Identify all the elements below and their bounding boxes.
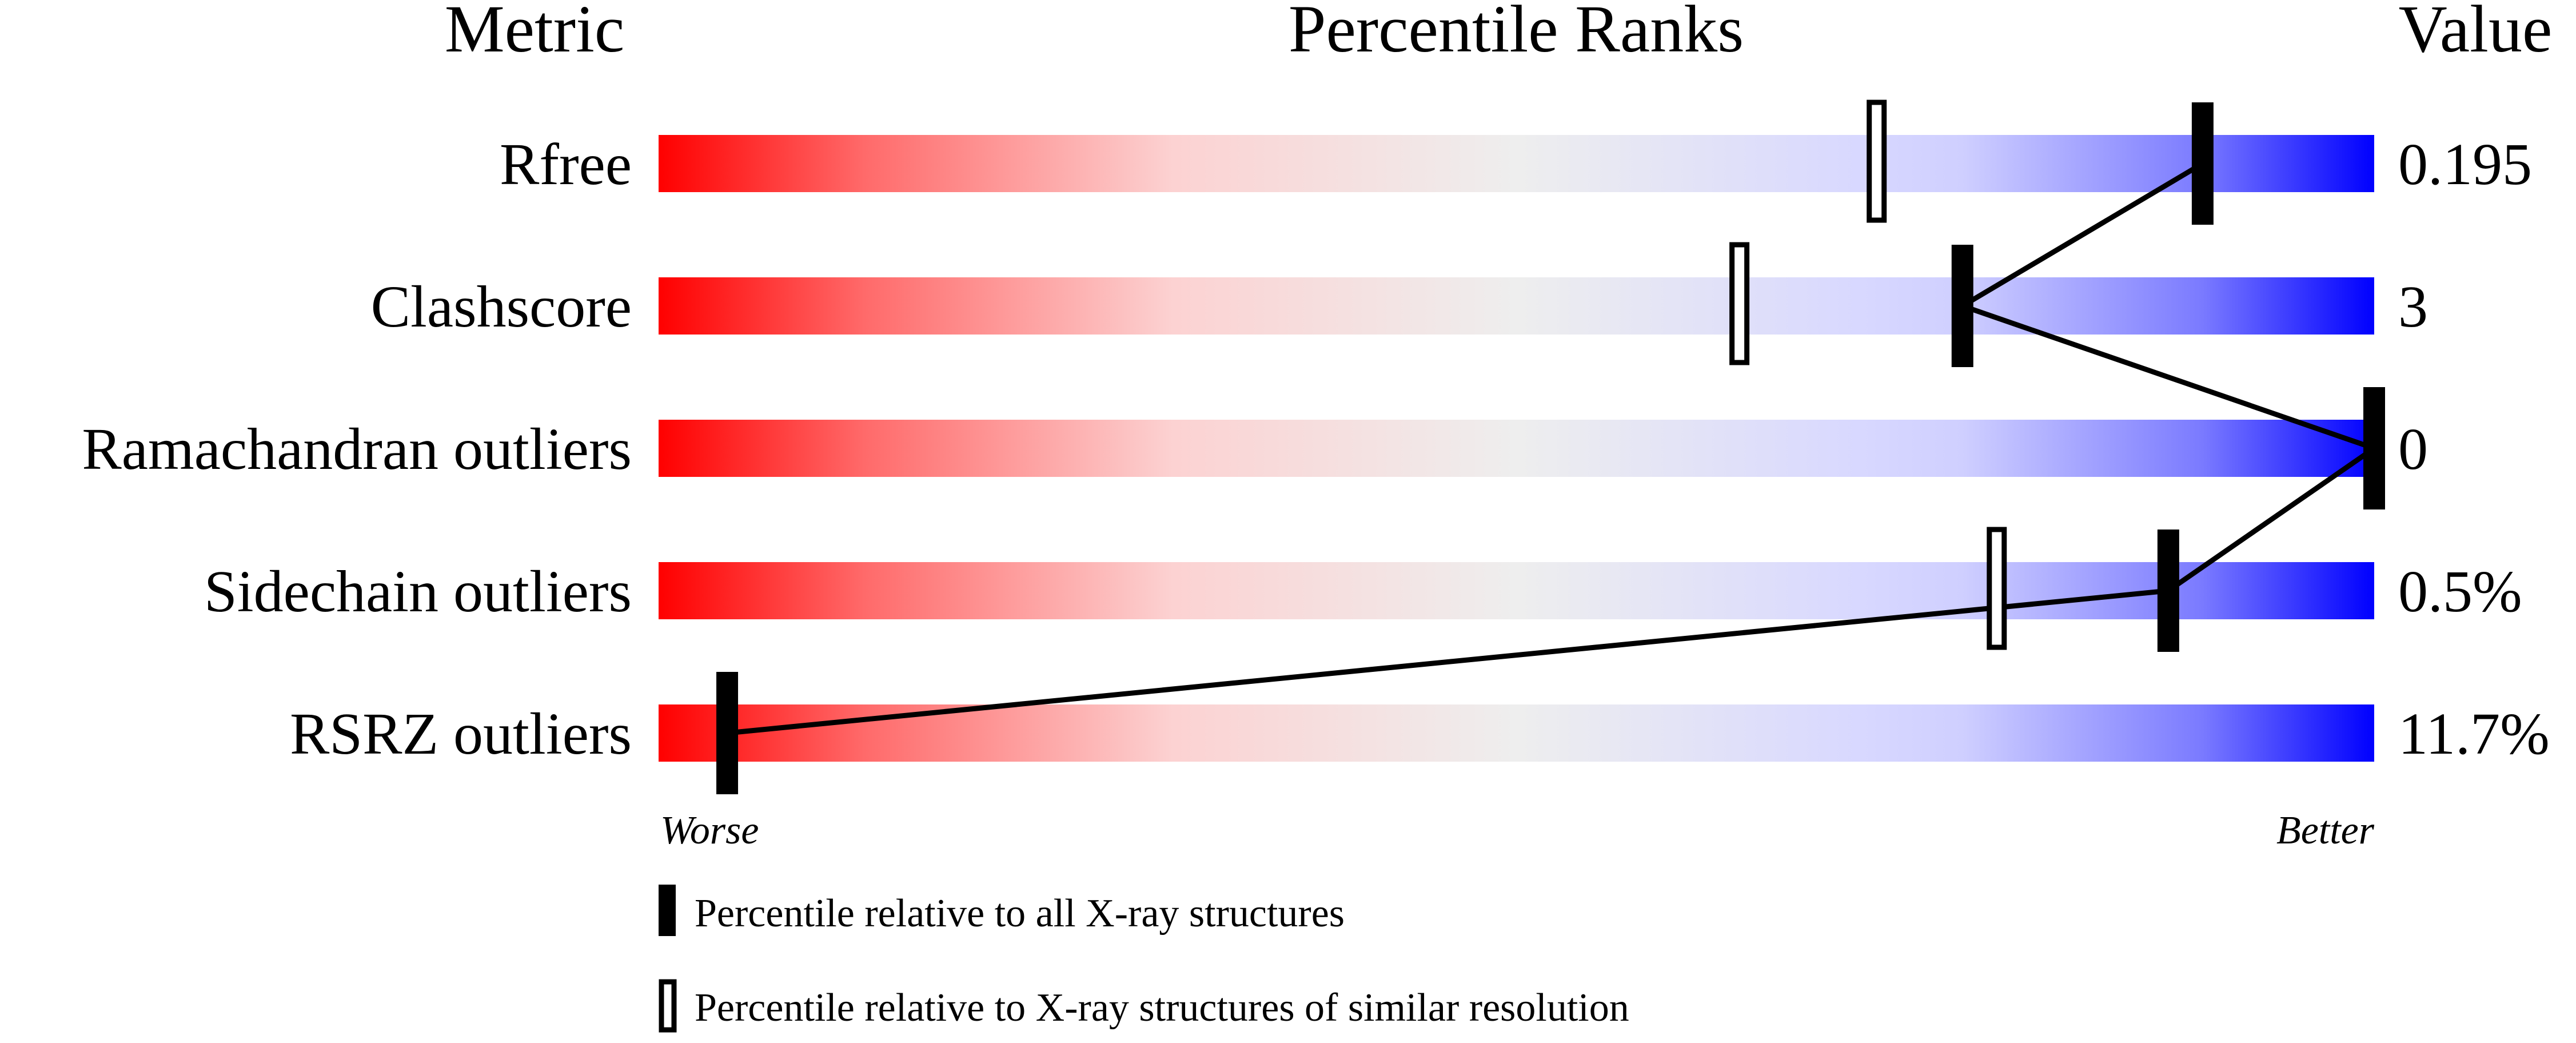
better-label: Better xyxy=(2276,809,2375,853)
metric-value: 0 xyxy=(2398,416,2428,482)
all-structures-marker xyxy=(2157,530,2179,652)
metric-label: Ramachandran outliers xyxy=(82,416,632,482)
metric-value: 3 xyxy=(2398,274,2428,340)
metric-value: 11.7% xyxy=(2398,701,2550,767)
all-structures-marker xyxy=(2191,102,2214,225)
legend-open-marker xyxy=(659,979,677,1033)
legend-filled-marker xyxy=(659,885,676,936)
metric-label: Clashscore xyxy=(371,274,632,340)
similar-resolution-marker xyxy=(1867,99,1887,223)
similar-resolution-marker xyxy=(1729,242,1750,365)
metric-value: 0.5% xyxy=(2398,559,2522,624)
percentile-bar xyxy=(659,277,2374,335)
header-metric: Metric xyxy=(445,0,625,66)
percentile-bar xyxy=(659,562,2374,619)
metric-value: 0.195 xyxy=(2398,132,2532,197)
header-value: Value xyxy=(2399,0,2553,66)
metric-label: Rfree xyxy=(500,132,632,197)
percentile-bar xyxy=(659,135,2374,192)
metric-label: Sidechain outliers xyxy=(204,559,632,624)
similar-resolution-marker xyxy=(1987,527,2007,650)
legend-all: Percentile relative to all X-ray structu… xyxy=(695,891,1345,935)
legend-similar: Percentile relative to X-ray structures … xyxy=(695,986,1629,1030)
header-percentile-ranks: Percentile Ranks xyxy=(1289,0,1744,66)
worse-label: Worse xyxy=(660,809,759,853)
percentile-bar xyxy=(659,420,2374,477)
all-structures-marker xyxy=(1951,245,1973,367)
all-structures-marker xyxy=(2363,387,2385,509)
all-structures-marker xyxy=(716,672,739,794)
metric-label: RSRZ outliers xyxy=(290,701,632,767)
